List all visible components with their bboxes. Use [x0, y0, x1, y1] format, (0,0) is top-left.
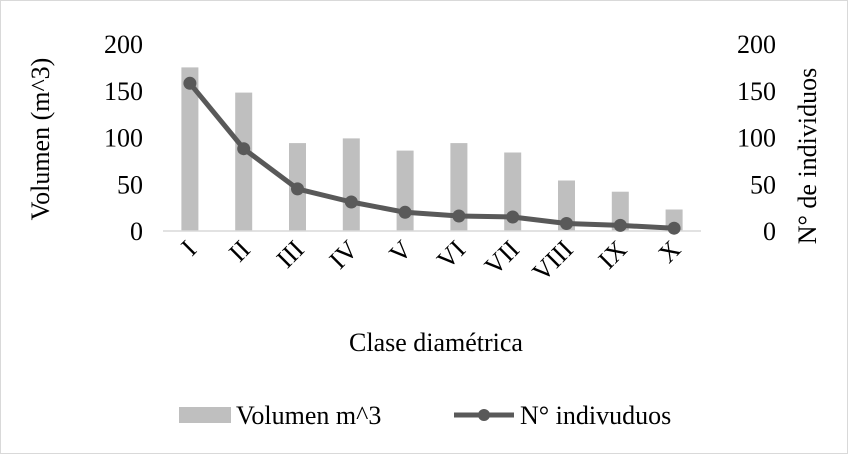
bars-layer: [181, 67, 683, 232]
legend-marker-indivuduos: [478, 409, 490, 421]
line-point-III: [291, 182, 304, 196]
line-point-II: [237, 142, 251, 156]
line-point-VIII: [560, 217, 573, 230]
y-axis-right-title: N° de individuos: [793, 68, 822, 245]
y-right-tick-label: 100: [737, 124, 776, 153]
line-point-VII: [506, 210, 520, 224]
x-tick-label: IX: [593, 235, 633, 275]
legend-swatch-volumen: [179, 407, 231, 423]
y-right-tick-label: 150: [737, 77, 776, 106]
x-axis-ticks: I II III IV V VI VII VIII IX X: [176, 235, 687, 287]
x-tick-label: IV: [324, 235, 364, 275]
x-tick-label: VI: [431, 235, 471, 275]
line-layer: [183, 76, 681, 235]
y-axis-left-ticks: 0 50 100 150 200: [104, 30, 143, 246]
bar-VI: [450, 143, 468, 231]
line-point-V: [398, 205, 412, 219]
bar-V: [396, 150, 414, 231]
x-tick-label: VII: [479, 235, 525, 281]
y-left-tick-label: 200: [104, 30, 143, 59]
y-right-tick-label: 200: [737, 30, 776, 59]
y-right-tick-label: 0: [763, 217, 776, 246]
legend: Volumen m^3 N° indivuduos: [179, 401, 671, 430]
x-tick-label: I: [176, 235, 203, 262]
bar-II: [235, 92, 253, 231]
line-series-indivuduos: [187, 81, 675, 231]
x-tick-label: II: [223, 235, 256, 268]
bar-I: [181, 67, 199, 232]
line-point-X: [667, 221, 681, 235]
y-left-tick-label: 0: [130, 217, 143, 246]
bar-VIII: [558, 180, 575, 231]
line-point-VI: [452, 209, 466, 223]
y-left-tick-label: 100: [104, 124, 143, 153]
x-tick-label: V: [384, 235, 418, 269]
x-tick-label: III: [271, 235, 310, 274]
line-point-IV: [344, 195, 358, 209]
line-point-IX: [613, 218, 627, 232]
y-right-tick-label: 50: [750, 170, 776, 199]
bar-IV: [342, 138, 360, 231]
legend-label-indivuduos: N° indivuduos: [520, 401, 671, 430]
x-axis-title: Clase diamétrica: [349, 328, 523, 357]
x-tick-label: X: [653, 235, 687, 269]
x-tick-label: VIII: [527, 235, 579, 287]
y-axis-left-title: Volumen (m^3): [26, 58, 55, 221]
y-axis-right-ticks: 0 50 100 150 200: [737, 30, 776, 246]
y-left-tick-label: 150: [104, 77, 143, 106]
legend-label-volumen: Volumen m^3: [236, 401, 381, 430]
y-left-tick-label: 50: [117, 170, 143, 199]
line-point-I: [183, 76, 197, 90]
bar-VII: [504, 152, 522, 231]
